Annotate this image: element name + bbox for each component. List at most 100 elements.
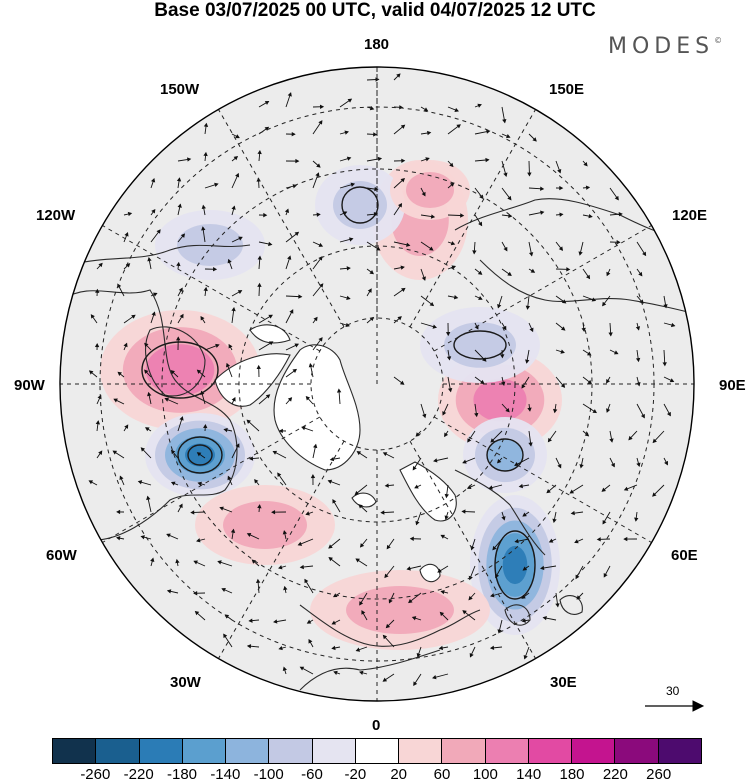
wind-vector-head: [373, 212, 379, 217]
wind-vector-head: [490, 593, 495, 598]
wind-vector-head: [497, 303, 502, 309]
wind-vector-head: [316, 212, 321, 217]
wind-vector-head: [180, 233, 186, 238]
meridian-line: [102, 225, 321, 352]
wind-vector-head: [145, 427, 150, 432]
wind-vector-head: [264, 126, 270, 131]
colorbar: [52, 738, 702, 764]
wind-vector-head: [116, 536, 121, 541]
wind-vector-head: [542, 615, 547, 621]
wind-vector-head: [602, 519, 607, 525]
wind-vector-head: [400, 124, 406, 129]
wind-vector-head: [444, 515, 449, 520]
wind-vector-head: [294, 231, 300, 237]
wind-vector-head: [231, 205, 236, 210]
wind-vector-head: [421, 276, 426, 281]
wind-vector-head: [284, 208, 290, 213]
wind-vector-head: [373, 132, 378, 137]
wind-vector-head: [289, 309, 294, 314]
wind-vector-head: [521, 384, 526, 389]
wind-vector-head: [398, 202, 403, 208]
wind-vector-head: [292, 368, 298, 374]
wind-vector-head: [88, 480, 94, 485]
wind-vector-head: [583, 161, 588, 167]
colorbar-tick-label: 180: [559, 766, 585, 783]
colorbar-swatch: [615, 739, 659, 763]
wind-vector-head: [575, 574, 580, 580]
wind-vector-head: [623, 536, 628, 542]
wind-vector-head: [521, 618, 526, 623]
wind-vector-head: [201, 226, 206, 231]
wind-vector-head: [422, 413, 427, 419]
wind-vector-head: [506, 134, 511, 139]
wind-vector-head: [308, 638, 313, 644]
coastlines: [61, 198, 694, 691]
wind-vector-head: [439, 611, 445, 617]
wind-vector-head: [333, 670, 338, 675]
wind-vector-head: [586, 274, 591, 280]
wind-vector-head: [265, 394, 271, 399]
map-border: [59, 66, 695, 702]
wind-vector-head: [170, 370, 175, 375]
wind-vector-head: [415, 520, 420, 526]
wind-vector-head: [272, 450, 278, 455]
wind-vector-head: [557, 463, 562, 469]
wind-vector-head: [560, 326, 566, 331]
wind-vector-head: [299, 564, 304, 570]
wind-vector-head: [670, 322, 676, 328]
anomaly-blob: [406, 172, 454, 208]
wind-vector-head: [248, 456, 254, 461]
wind-vector-head: [147, 391, 152, 397]
colorbar-tick-label: 140: [516, 766, 542, 783]
wind-vector-head: [257, 255, 262, 260]
wind-vector-head: [131, 314, 136, 319]
wind-vector-head: [119, 475, 124, 481]
wind-vector-head: [124, 424, 129, 429]
modes-logo: MODES©: [608, 34, 722, 59]
wind-vector-head: [327, 479, 333, 484]
colorbar-tick-label: 100: [472, 766, 498, 783]
wind-vector-head: [196, 452, 202, 457]
anomaly-blob: [473, 378, 527, 422]
wind-vector-head: [246, 644, 252, 649]
wind-vector-head: [384, 573, 389, 579]
wind-vector-head: [112, 450, 118, 455]
wind-vector-head: [382, 452, 388, 457]
wind-vector-head: [318, 242, 324, 247]
wind-vector-head: [548, 538, 554, 543]
wind-vector-head: [449, 162, 454, 168]
wind-vector-head: [137, 480, 143, 485]
wind-vector-head: [488, 485, 493, 490]
colorbar-swatch: [528, 739, 573, 763]
colorbar-tick-label: -60: [301, 766, 323, 783]
wind-vector-head: [557, 169, 562, 174]
wind-vector-head: [497, 458, 502, 464]
wind-vector-head: [525, 359, 530, 364]
wind-vector-head: [217, 560, 222, 565]
wind-vector-head: [190, 510, 195, 515]
colorbar-swatch: [485, 739, 529, 763]
wind-vector-head: [596, 537, 601, 542]
colorbar-tick-label: -140: [210, 766, 241, 783]
wind-vector-head: [123, 342, 128, 348]
wind-vector-head: [369, 106, 375, 111]
colorbar-tick-label: -180: [166, 766, 198, 783]
wind-vector-head: [664, 460, 668, 466]
contour-line: [486, 438, 524, 472]
wind-vector-head: [359, 601, 364, 606]
wind-vector-head: [246, 419, 251, 424]
wind-vector-head: [601, 487, 607, 492]
wind-vector-head: [500, 354, 505, 359]
wind-vector-head: [485, 157, 490, 163]
contour-line: [177, 436, 223, 474]
wind-vector-head: [166, 533, 171, 538]
colorbar-swatch: [182, 739, 227, 763]
reference-vector-label: 30: [666, 684, 680, 698]
wind-vector-head: [406, 242, 411, 247]
wind-vector-head: [257, 504, 262, 509]
wind-vector-head: [522, 512, 527, 517]
anomaly-blob: [487, 438, 523, 472]
wind-vector-head: [578, 251, 583, 256]
wind-vector-head: [153, 292, 158, 297]
wind-vector-head: [318, 120, 323, 125]
